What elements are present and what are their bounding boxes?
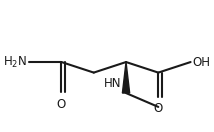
Text: $\mathregular{H_2N}$: $\mathregular{H_2N}$	[3, 55, 27, 70]
Text: OH: OH	[193, 56, 211, 69]
Text: O: O	[154, 102, 163, 115]
Polygon shape	[122, 62, 130, 93]
Text: HN: HN	[104, 77, 121, 90]
Text: O: O	[57, 98, 66, 111]
